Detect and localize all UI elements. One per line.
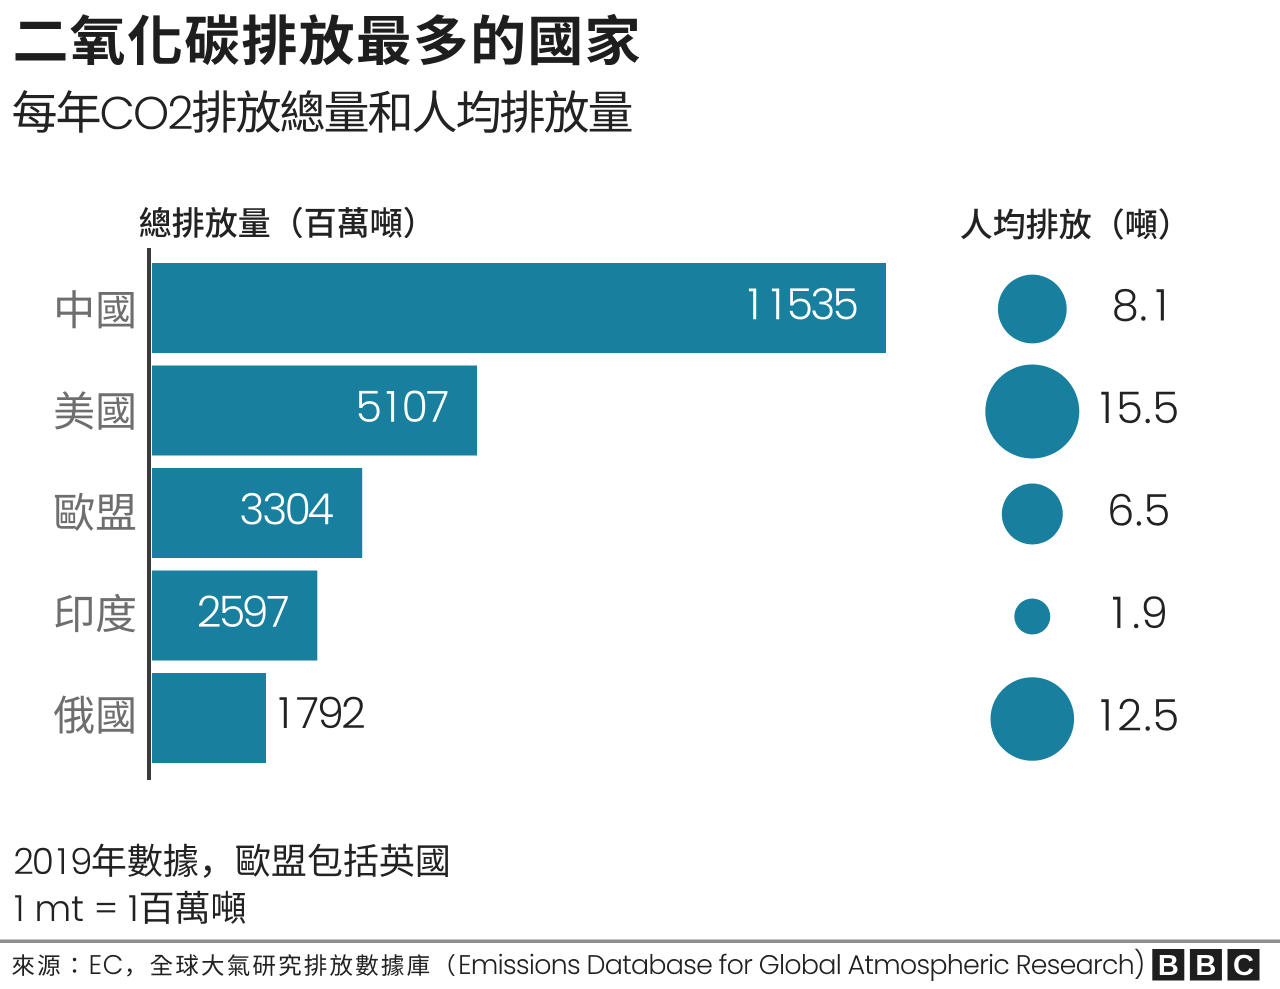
svg-text:B: B — [1158, 950, 1179, 982]
svg-text:B: B — [1195, 950, 1216, 982]
svg-text:C: C — [1233, 950, 1254, 982]
